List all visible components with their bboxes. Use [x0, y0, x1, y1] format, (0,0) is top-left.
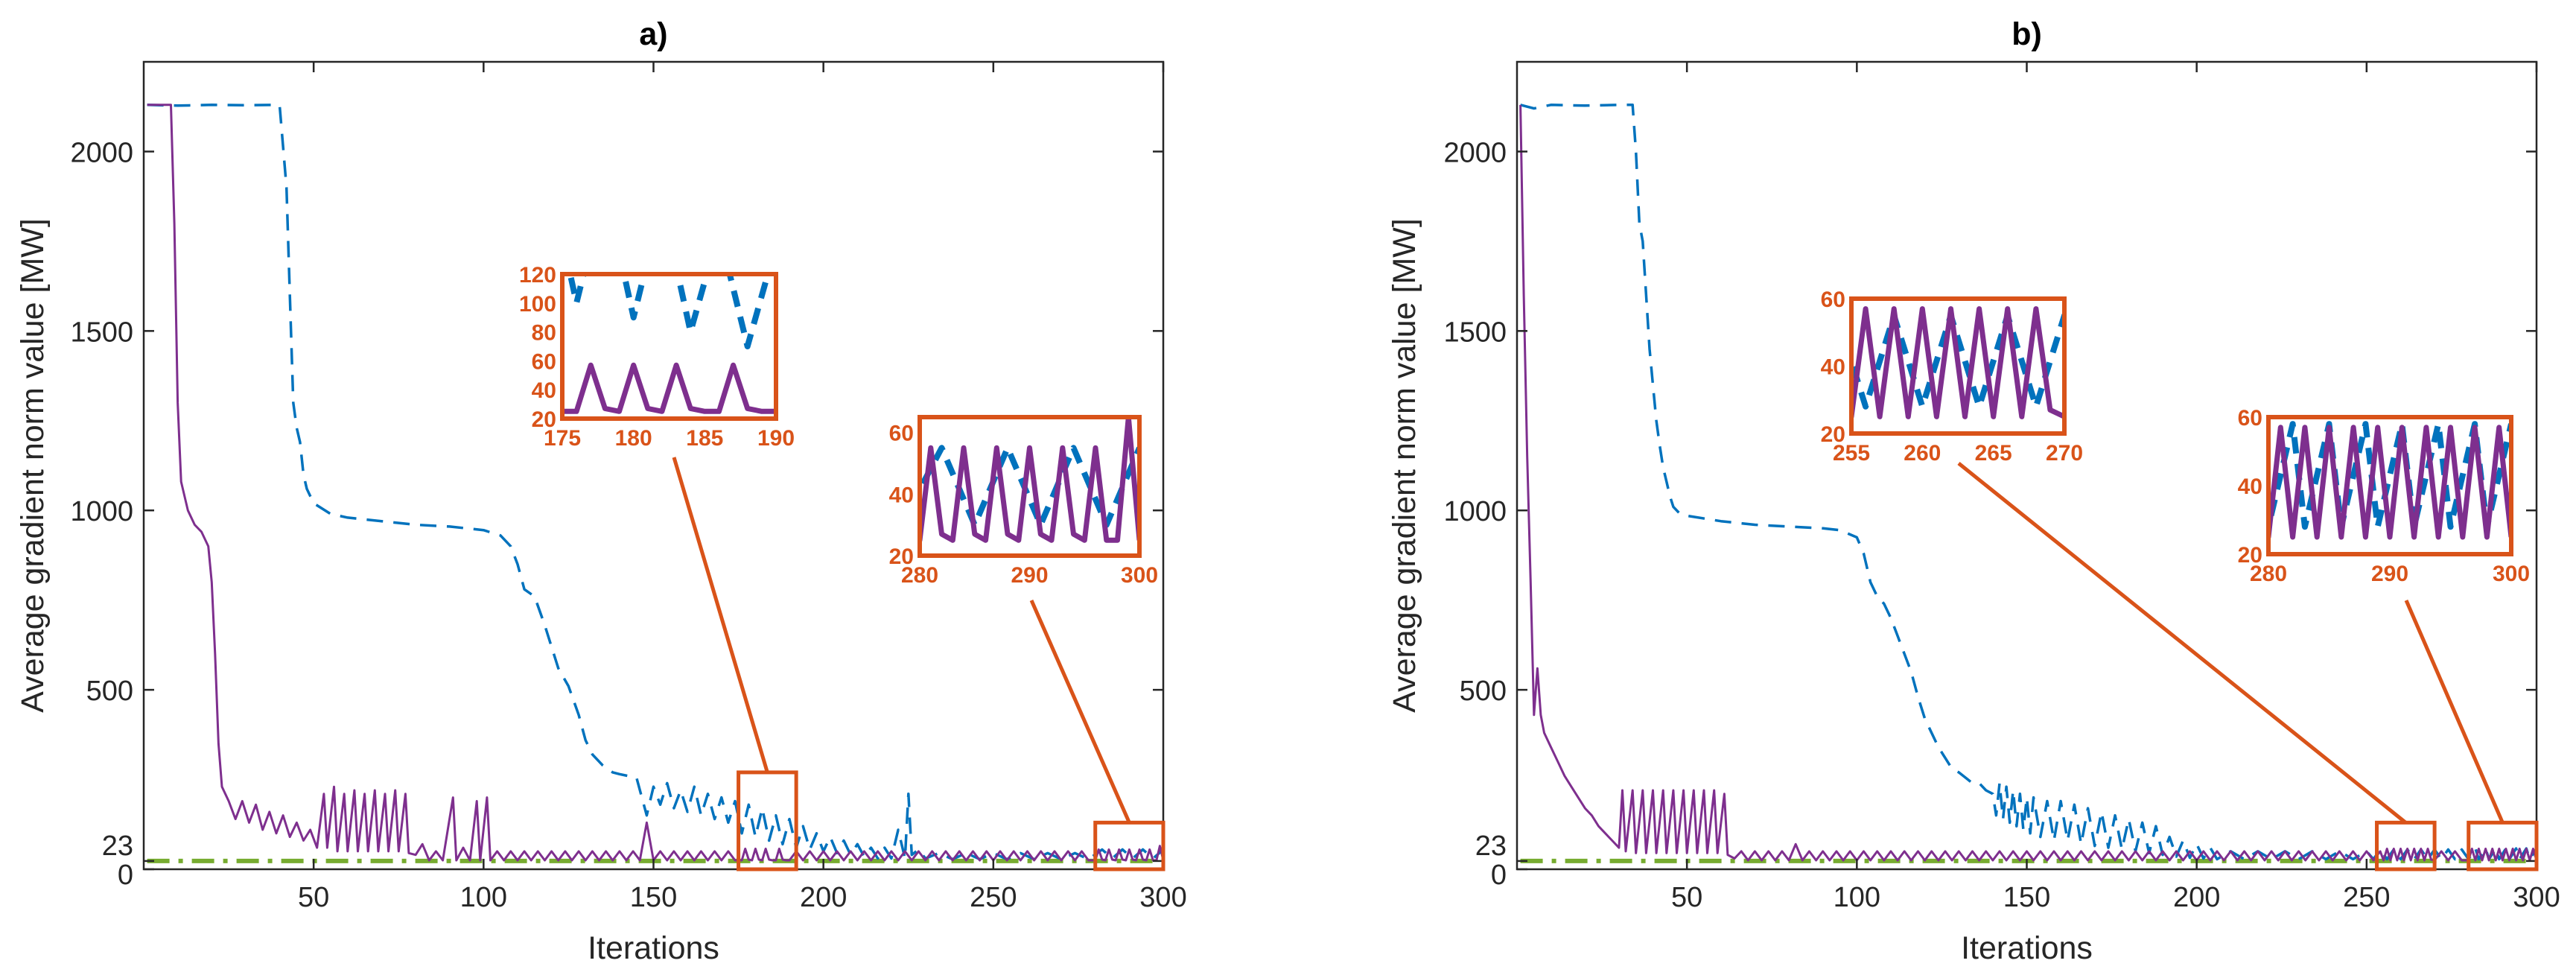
inset-a-1: 175 180 185 190 20 40 60 80 100 120 [519, 263, 795, 451]
inset-y-tick-label: 60 [2238, 406, 2262, 431]
inset-x-tick-label: 290 [2371, 562, 2408, 586]
x-tick-label: 50 [1671, 882, 1702, 913]
data-layer [1519, 104, 2537, 863]
inset-y-tick-label: 20 [532, 407, 556, 432]
y-tick-label: 1000 [1443, 496, 1507, 527]
inset-frame [2266, 415, 2513, 556]
chart-title: b) [2011, 16, 2042, 52]
zoom-leader-line [1957, 462, 2407, 825]
inset-data-layer [1851, 306, 2064, 419]
y-tick-label: 1500 [70, 317, 133, 348]
inset-y-tick-label: 40 [889, 483, 914, 507]
inset-y-tick-label: 20 [889, 544, 914, 569]
panel-a: 50 100 150 200 250 300 023 500 1000 1500 2000 a) Ite… [15, 16, 1187, 966]
inset-frame [917, 415, 1142, 558]
inset-b-1: 255 260 265 270 20 40 60 [1821, 288, 2083, 466]
x-tick-label: 150 [630, 882, 677, 913]
x-axis-label: Iterations [588, 930, 719, 966]
inset-y-tick-label: 120 [519, 263, 556, 288]
inset-x-tick-label: 190 [757, 426, 795, 451]
inset-y-tick-label: 40 [2238, 474, 2262, 499]
y-axis-label: Average gradient norm value [MW] [15, 218, 51, 713]
inset-x-tick-label: 255 [1833, 441, 1870, 466]
inset-data-layer [920, 417, 1139, 543]
x-tick-label: 100 [1834, 882, 1880, 913]
inset-y-tick-label: 60 [889, 422, 914, 446]
y-tick-label: 500 [1460, 676, 1507, 707]
inset-series-dashed-blue [2268, 421, 2511, 530]
inset-x-tick-label: 265 [1975, 441, 2012, 466]
inset-y-tick-label: 40 [1821, 355, 1845, 380]
x-tick-label: 250 [970, 882, 1017, 913]
y-tick-label: 1000 [70, 496, 133, 527]
inset-x-tick-label: 280 [2250, 562, 2287, 586]
inset-b-2: 280 290 300 20 40 60 [2238, 406, 2530, 586]
inset-frame [560, 272, 778, 421]
x-tick-label: 300 [1139, 882, 1186, 913]
zoom-leader-line [672, 457, 769, 773]
inset-x-tick-label: 175 [544, 426, 581, 451]
y-tick-label: 0 [1491, 860, 1507, 891]
inset-x-tick-label: 300 [1121, 563, 1158, 588]
panel-b: 50 100 150 200 250 300 023 500 1000 1500 2000 b) Ite… [1387, 16, 2560, 966]
inset-y-tick-label: 20 [1821, 422, 1845, 447]
inset-y-tick-label: 40 [532, 378, 556, 403]
y-tick-label: 2000 [70, 137, 133, 168]
zoom-leader-line [2404, 600, 2505, 824]
inset-series-solid-purple [1851, 306, 2064, 419]
inset-series-solid-purple [2268, 425, 2511, 540]
y-tick-label: 2000 [1443, 137, 1507, 168]
zoom-leader-line [1029, 599, 1131, 824]
inset-data-layer [2268, 421, 2511, 540]
inset-frame [1849, 296, 2067, 436]
inset-x-tick-label: 185 [686, 426, 723, 451]
series-solid-purple [1519, 104, 2537, 862]
inset-y-tick-label: 60 [532, 349, 556, 374]
inset-y-tick-label: 80 [532, 321, 556, 346]
inset-series-solid-purple [920, 417, 1139, 543]
inset-a-2: 280 290 300 20 40 60 [889, 415, 1158, 588]
y-axis-label: Average gradient norm value [MW] [1387, 218, 1422, 713]
x-tick-label: 200 [2173, 882, 2220, 913]
x-axis-label: Iterations [1961, 930, 2093, 966]
inset-x-tick-label: 300 [2493, 562, 2530, 586]
inset-y-tick-label: 100 [519, 292, 556, 317]
inset-y-tick-label: 20 [2238, 543, 2262, 568]
x-tick-label: 100 [460, 882, 507, 913]
inset-series-dashed-blue [1851, 312, 2064, 410]
inset-x-tick-label: 260 [1904, 441, 1941, 466]
inset-x-tick-label: 280 [901, 563, 938, 588]
chart-title: a) [639, 16, 667, 52]
inset-x-tick-label: 180 [615, 426, 652, 451]
series-solid-purple [147, 104, 1163, 862]
y-tick-label: 0 [118, 860, 133, 891]
y-tick-label: 23 [1475, 831, 1507, 862]
x-tick-label: 200 [800, 882, 847, 913]
series-dashed-blue [1520, 104, 2537, 861]
inset-x-tick-label: 290 [1011, 563, 1048, 588]
x-tick-label: 50 [298, 882, 329, 913]
y-tick-label: 23 [102, 831, 133, 862]
data-layer [147, 104, 1163, 863]
x-tick-label: 250 [2343, 882, 2390, 913]
inset-y-tick-label: 60 [1821, 288, 1845, 312]
inset-x-tick-label: 270 [2046, 441, 2083, 466]
x-tick-label: 300 [2513, 882, 2560, 913]
inset-series-dashed-blue [567, 274, 772, 349]
y-tick-label: 1500 [1443, 317, 1507, 348]
y-tick-label: 500 [86, 676, 133, 707]
inset-series-solid-purple [562, 362, 776, 414]
inset-data-layer [562, 274, 776, 414]
x-tick-label: 150 [2003, 882, 2050, 913]
